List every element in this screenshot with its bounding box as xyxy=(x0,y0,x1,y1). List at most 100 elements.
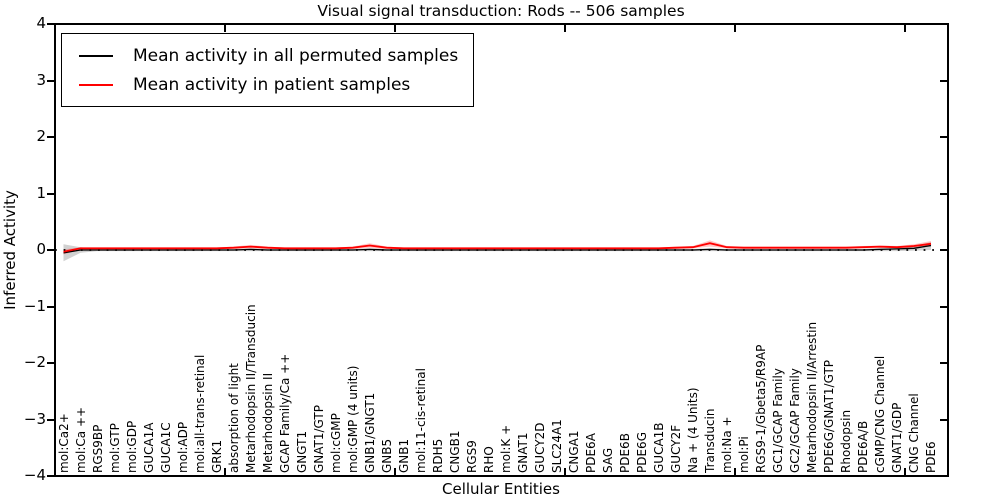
x-tick-label: RGS9 xyxy=(464,440,479,473)
x-tick-label: mol:all-trans-retinal xyxy=(192,354,207,473)
y-tick-label: 2 xyxy=(36,127,46,145)
top-spine xyxy=(54,23,949,25)
legend: Mean activity in all permuted samples Me… xyxy=(61,33,475,107)
legend-label-patient: Mean activity in patient samples xyxy=(133,74,411,95)
y-tick-left xyxy=(47,306,55,308)
y-tick-right xyxy=(940,419,948,421)
x-tick-label: Metarhodopsin II/Transducin xyxy=(243,304,258,473)
y-tick-label: 1 xyxy=(36,184,46,202)
x-tick-top xyxy=(394,24,396,32)
y-tick-left xyxy=(47,193,55,195)
x-tick-label: mol:Na + xyxy=(719,416,734,473)
plot-area: mol:Ca2+ mol:Ca ++ RGS9BP mol:GTP mol:GDP GUC… xyxy=(55,24,948,476)
x-tick-label: PDE6G xyxy=(634,432,649,473)
x-tick-label: GUCA1C xyxy=(158,422,173,473)
y-tick-left xyxy=(47,136,55,138)
x-tick-label: cGMP/CNG Channel xyxy=(873,355,887,473)
x-tick-label: SLC24A1 xyxy=(549,419,564,473)
x-tick-label: mol:GMP (4 units) xyxy=(345,365,360,473)
x-tick-bottom xyxy=(564,468,566,476)
y-tick-label: 4 xyxy=(36,14,46,32)
y-tick-left xyxy=(47,23,55,25)
y-tick-left xyxy=(47,419,55,421)
y-tick-label: −4 xyxy=(23,466,46,484)
x-tick-label: mol:cGMP xyxy=(328,413,343,473)
y-tick-label: −2 xyxy=(23,353,46,371)
x-tick-label: mol:Ca2+ xyxy=(56,413,71,473)
x-tick-label: PDE6B xyxy=(617,433,632,473)
x-tick-label: CNG Channel xyxy=(907,393,921,473)
y-tick-right xyxy=(940,80,948,82)
x-tick-label: RGS9-1/Gbeta5/R9AP xyxy=(753,344,768,473)
x-tick-label: SAG xyxy=(600,447,615,473)
x-tick-bottom xyxy=(734,468,736,476)
x-tick-top xyxy=(224,24,226,32)
x-tick-label: GUCA1B xyxy=(651,422,666,473)
x-tick-label: RHO xyxy=(481,446,496,473)
x-tick-label: GC2/GCAP Family xyxy=(787,368,802,473)
x-tick-label: mol:Ca ++ xyxy=(73,406,88,473)
x-tick-label: GUCY2F xyxy=(668,424,683,473)
y-tick-right xyxy=(940,136,948,138)
y-tick-right xyxy=(940,193,948,195)
x-tick-top xyxy=(564,24,566,32)
x-tick-label: PDE6 xyxy=(924,441,938,473)
x-tick-label: GNAT1/GDP xyxy=(890,402,904,473)
x-tick-label: Na + (4 Units) xyxy=(685,387,700,473)
y-tick-right xyxy=(940,362,948,364)
x-tick-label: GNB1 xyxy=(396,438,411,473)
x-tick-label: CNGA1 xyxy=(566,430,581,474)
y-tick-right xyxy=(940,306,948,308)
y-tick-label: 3 xyxy=(36,71,46,89)
bottom-spine xyxy=(54,475,949,477)
x-tick-label: GUCY2D xyxy=(532,422,547,473)
y-tick-left xyxy=(47,475,55,477)
x-tick-label: Rhodopsin xyxy=(838,409,853,473)
chart-title: Visual signal transduction: Rods -- 506 … xyxy=(317,2,685,20)
x-tick-label: GC1/GCAP Family xyxy=(770,368,785,473)
x-tick-label: mol:11-cis-retinal xyxy=(413,368,428,473)
legend-line-permuted xyxy=(79,54,113,57)
x-tick-label: mol:ADP xyxy=(175,421,190,473)
x-tick-label: GCAP Family/Ca ++ xyxy=(277,353,292,473)
x-tick-label: PDE6A/B xyxy=(856,420,870,473)
x-tick-label: GNB1/GNGT1 xyxy=(362,392,377,473)
x-tick-label: mol:GTP xyxy=(107,423,122,473)
x-tick-label: PDE6A xyxy=(583,433,598,473)
x-tick-label: PDE6G/GNAT1/GTP xyxy=(821,359,836,473)
y-tick-label: 0 xyxy=(36,240,46,258)
x-tick-label: GUCA1A xyxy=(141,422,156,473)
legend-label-permuted: Mean activity in all permuted samples xyxy=(133,45,459,66)
x-tick-bottom xyxy=(224,468,226,476)
x-tick-label: mol:Pi xyxy=(736,436,751,473)
x-tick-top xyxy=(734,24,736,32)
x-tick-label: RDH5 xyxy=(430,438,445,473)
x-tick-label: RGS9BP xyxy=(90,424,105,473)
y-tick-right xyxy=(940,249,948,251)
y-tick-left xyxy=(47,80,55,82)
x-tick-label: GNAT1/GTP xyxy=(311,405,326,473)
x-tick-label: GNAT1 xyxy=(515,432,530,473)
x-tick-bottom xyxy=(904,468,906,476)
y-tick-right xyxy=(940,475,948,477)
y-tick-left xyxy=(47,249,55,251)
legend-item-permuted: Mean activity in all permuted samples xyxy=(72,41,458,70)
x-tick-label: Metarhodopsin II/Arrestin xyxy=(804,321,819,473)
x-tick-label: Metarhodopsin II xyxy=(260,372,275,473)
x-tick-top xyxy=(904,24,906,32)
x-tick-label: Transducin xyxy=(702,408,717,473)
x-tick-label: GNGT1 xyxy=(294,430,309,473)
y-tick-left xyxy=(47,362,55,364)
y-tick-label: −1 xyxy=(23,297,46,315)
x-tick-label: GRK1 xyxy=(209,439,224,473)
x-tick-label: CNGB1 xyxy=(447,430,462,473)
patient-mean-line xyxy=(63,242,932,253)
x-tick-label: mol:K + xyxy=(498,424,513,473)
right-spine xyxy=(947,23,949,477)
y-tick-right xyxy=(940,23,948,25)
x-tick-label: absorption of light xyxy=(226,363,241,473)
x-tick-label: mol:GDP xyxy=(124,420,139,473)
permuted-mean-line xyxy=(63,244,932,254)
legend-item-patient: Mean activity in patient samples xyxy=(72,70,458,99)
